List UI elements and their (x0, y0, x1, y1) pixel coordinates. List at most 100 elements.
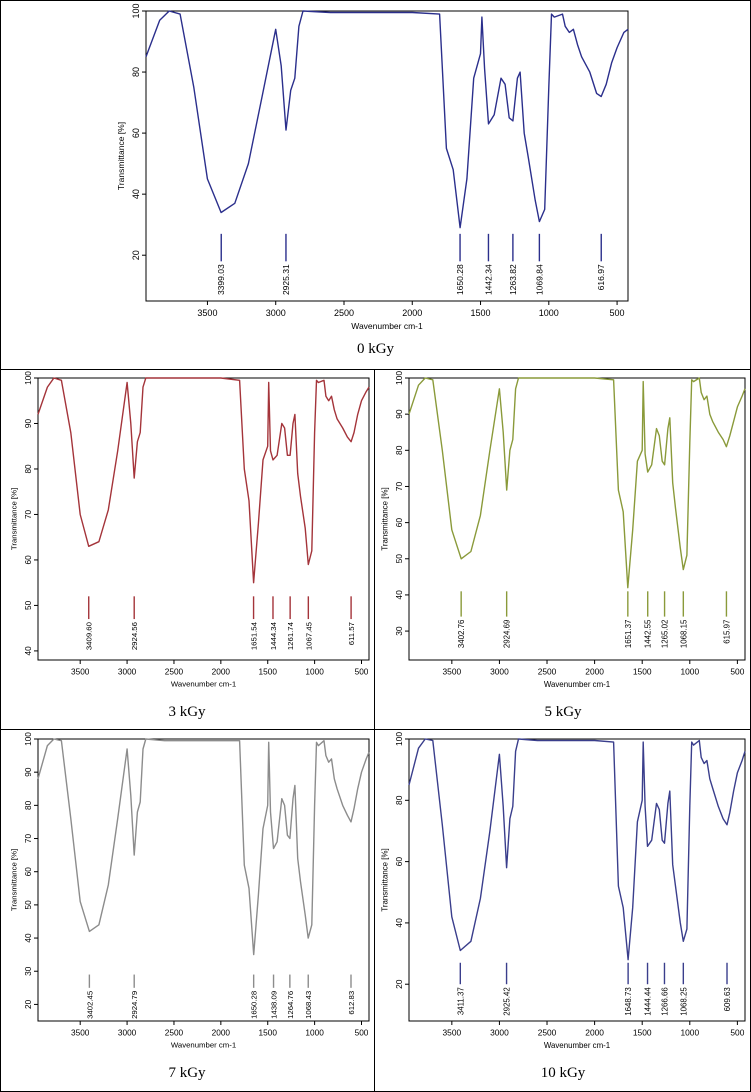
x-tick-label: 2000 (402, 308, 422, 318)
plot-area-border (408, 738, 746, 1022)
y-tick-label: 90 (24, 418, 33, 428)
y-tick-label: 90 (24, 767, 33, 777)
y-tick-label: 100 (24, 732, 33, 746)
y-tick-label: 50 (24, 900, 33, 910)
peak-label: 1068.43 (304, 991, 313, 1019)
spectrum-line (408, 738, 746, 961)
peak-label: 2924.79 (130, 991, 139, 1019)
y-tick-label: 60 (394, 518, 404, 528)
x-tick-label: 3500 (71, 1028, 90, 1037)
x-tick-label: 1000 (305, 667, 324, 676)
y-tick-label: 40 (131, 189, 141, 199)
y-tick-label: 80 (394, 795, 404, 805)
y-axis-label: Transmittance [%] (381, 848, 390, 911)
spectrum-line (37, 377, 370, 584)
spectrum-line (37, 738, 370, 956)
x-tick-label: 500 (610, 308, 625, 318)
y-tick-label: 40 (394, 590, 404, 600)
peak-label: 2924.69 (503, 619, 512, 648)
x-tick-label: 3500 (197, 308, 217, 318)
y-tick-label: 90 (394, 409, 404, 419)
peak-label: 609.63 (723, 987, 732, 1012)
y-tick-label: 60 (24, 867, 33, 877)
peak-label: 1069.84 (534, 264, 544, 295)
y-tick-label: 40 (24, 933, 33, 943)
x-tick-label: 1500 (633, 666, 652, 676)
x-tick-label: 500 (730, 1027, 744, 1037)
y-tick-label: 70 (394, 481, 404, 491)
y-tick-label: 50 (24, 600, 33, 610)
y-tick-label: 80 (131, 67, 141, 77)
x-tick-label: 2500 (165, 667, 184, 676)
peak-label: 3402.76 (457, 619, 466, 648)
y-axis-label: Transmittance [%] (10, 849, 19, 911)
x-tick-label: 500 (355, 1028, 369, 1037)
y-tick-label: 70 (24, 834, 33, 844)
y-tick-label: 20 (394, 979, 404, 989)
spectrum-line (145, 10, 629, 229)
peak-label: 1650.28 (250, 991, 259, 1019)
peak-label: 2924.56 (130, 622, 139, 650)
peak-label: 615.97 (722, 620, 731, 644)
caption-3kgy: 3 kGy (168, 704, 206, 720)
x-tick-label: 3000 (118, 667, 137, 676)
x-tick-label: 500 (730, 666, 744, 676)
x-tick-label: 1000 (680, 666, 699, 676)
peak-label: 1648.73 (624, 987, 633, 1016)
y-tick-label: 60 (394, 857, 404, 867)
y-tick-label: 60 (131, 128, 141, 138)
peak-label: 1438.09 (270, 991, 279, 1019)
peak-label: 1266.66 (660, 987, 669, 1016)
peak-label: 1442.55 (644, 619, 653, 648)
x-tick-label: 1500 (633, 1027, 652, 1037)
y-tick-label: 100 (131, 3, 141, 18)
x-axis-label: Wavenumber cm-1 (544, 680, 610, 689)
plot-area-border (37, 738, 370, 1022)
peak-label: 612.83 (347, 991, 356, 1015)
spectrum-chart-0kgy: 3500 3000 2500 2000 1500 1000 500 20 40 60 80 100 Wa… (116, 3, 629, 331)
y-axis-label: Transmittance [%] (10, 488, 19, 550)
peak-label: 1651.54 (250, 621, 259, 650)
spectrum-line (408, 377, 746, 589)
x-tick-label: 1000 (680, 1027, 699, 1037)
y-tick-label: 100 (394, 371, 404, 385)
plot-area-border (145, 10, 629, 302)
y-tick-label: 100 (24, 371, 33, 385)
peak-label: 2925.42 (503, 987, 512, 1016)
peak-label: 1067.45 (304, 622, 313, 650)
x-tick-label: 2000 (212, 1028, 231, 1037)
divider-row-1 (0, 369, 751, 370)
y-tick-label: 80 (24, 800, 33, 810)
x-tick-label: 2500 (334, 308, 354, 318)
y-tick-label: 80 (394, 445, 404, 455)
spectrum-chart-3kgy: 3500 3000 2500 2000 1500 1000 500 40 50 60 70 80 90 1… (10, 371, 370, 689)
peak-label: 1264.76 (286, 991, 295, 1019)
x-tick-label: 3500 (443, 666, 462, 676)
peak-label: 1651.37 (624, 620, 633, 649)
caption-5kgy: 5 kGy (544, 704, 582, 720)
x-tick-label: 1000 (539, 308, 559, 318)
x-tick-label: 1000 (305, 1028, 324, 1037)
x-tick-label: 3000 (490, 1027, 509, 1037)
x-tick-label: 2000 (585, 1027, 604, 1037)
spectrum-chart-5kgy: 3500 3000 2500 2000 1500 1000 500 30 40 50 60 70 80 9… (381, 371, 746, 689)
x-tick-label: 3000 (490, 666, 509, 676)
peak-label: 3411.37 (456, 987, 465, 1015)
y-tick-label: 60 (24, 555, 33, 565)
y-tick-label: 70 (24, 509, 33, 519)
x-tick-label: 1500 (471, 308, 491, 318)
divider-row-2 (0, 729, 751, 730)
peak-label: 3409.60 (85, 621, 94, 650)
x-tick-label: 2500 (538, 1027, 557, 1037)
peak-label: 3402.45 (85, 991, 94, 1019)
x-tick-label: 500 (355, 667, 369, 676)
y-tick-label: 100 (394, 732, 404, 746)
y-tick-label: 80 (24, 464, 33, 474)
x-tick-label: 3500 (71, 667, 90, 676)
x-tick-label: 1500 (259, 1028, 278, 1037)
divider-column (374, 369, 375, 1092)
spectrum-chart-10kgy: 3500 3000 2500 2000 1500 1000 500 20 40 60 80 100 Wa… (381, 732, 746, 1050)
x-axis-label: Wavenumber cm-1 (171, 680, 236, 689)
chart-panel-0kgy: 3500 3000 2500 2000 1500 1000 500 20 40 60 80 100 Wa… (0, 0, 751, 369)
chart-panel-7kgy: 3500 3000 2500 2000 1500 1000 500 20 30 40 50 60 70 8… (0, 730, 374, 1092)
